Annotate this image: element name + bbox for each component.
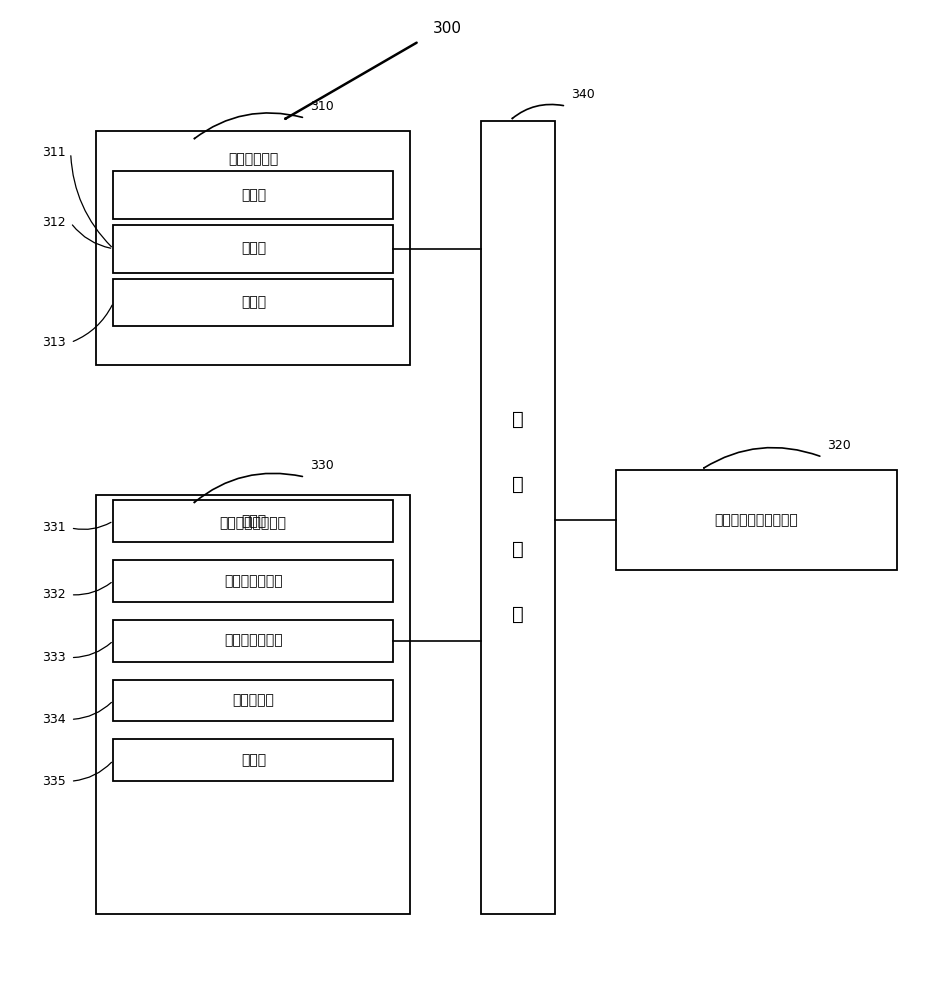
Text: 340: 340 bbox=[571, 88, 595, 101]
Bar bbox=[113, 279, 393, 326]
Text: 320: 320 bbox=[827, 439, 851, 452]
Text: 333: 333 bbox=[42, 651, 66, 664]
Bar bbox=[113, 500, 393, 542]
Text: 接收部: 接收部 bbox=[241, 514, 266, 528]
Text: 控: 控 bbox=[512, 410, 524, 429]
Text: 比对判定部: 比对判定部 bbox=[232, 693, 274, 707]
Text: 光谱检测修正处理装置: 光谱检测修正处理装置 bbox=[715, 513, 799, 527]
Text: 装: 装 bbox=[512, 540, 524, 559]
Bar bbox=[113, 560, 393, 602]
Text: 334: 334 bbox=[42, 713, 66, 726]
Text: 313: 313 bbox=[42, 336, 66, 349]
Text: 312: 312 bbox=[42, 216, 66, 229]
Text: 310: 310 bbox=[310, 100, 333, 113]
Text: 332: 332 bbox=[42, 588, 66, 601]
Bar bbox=[113, 171, 393, 219]
Text: 输出部: 输出部 bbox=[241, 296, 266, 310]
Text: 300: 300 bbox=[433, 21, 463, 36]
Bar bbox=[481, 121, 555, 914]
Bar bbox=[113, 739, 393, 781]
Text: 标准光谱接收部: 标准光谱接收部 bbox=[224, 634, 283, 648]
Text: 330: 330 bbox=[310, 459, 333, 472]
Bar bbox=[96, 131, 409, 365]
Bar bbox=[113, 225, 393, 273]
Text: 335: 335 bbox=[42, 775, 66, 788]
Text: 置: 置 bbox=[512, 605, 524, 624]
Bar bbox=[96, 495, 409, 914]
Text: 搜索指令设定部: 搜索指令设定部 bbox=[224, 574, 283, 588]
Text: 331: 331 bbox=[42, 521, 66, 534]
Bar bbox=[617, 470, 897, 570]
Bar bbox=[113, 620, 393, 662]
Text: 光谱比对判定装置: 光谱比对判定装置 bbox=[219, 516, 287, 530]
Text: 311: 311 bbox=[42, 146, 66, 159]
Text: 制: 制 bbox=[512, 475, 524, 494]
Text: 光谱接收装置: 光谱接收装置 bbox=[228, 152, 278, 166]
Bar bbox=[113, 680, 393, 721]
Text: 接收部: 接收部 bbox=[241, 188, 266, 202]
Text: 判断部: 判断部 bbox=[241, 242, 266, 256]
Text: 输出部: 输出部 bbox=[241, 753, 266, 767]
